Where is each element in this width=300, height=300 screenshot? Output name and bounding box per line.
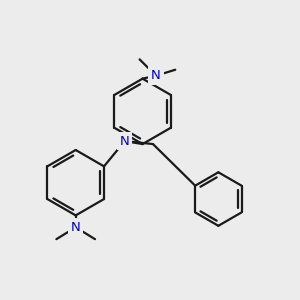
Text: N: N	[71, 221, 81, 234]
Text: N: N	[151, 69, 161, 82]
Text: N: N	[120, 135, 130, 148]
